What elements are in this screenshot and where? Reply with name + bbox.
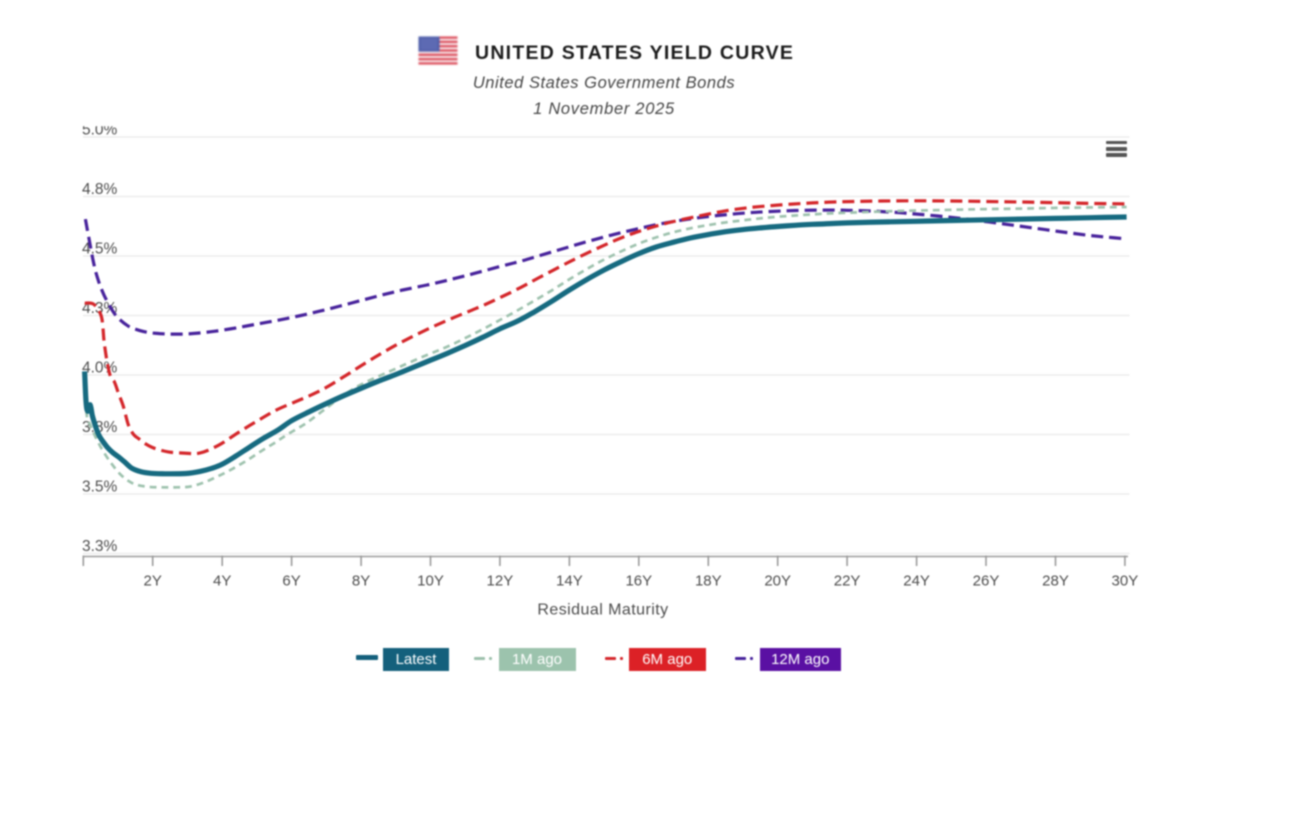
svg-text:30Y: 30Y [1112, 573, 1139, 590]
svg-text:26Y: 26Y [973, 573, 1000, 590]
svg-text:20Y: 20Y [764, 573, 791, 590]
svg-text:4.5%: 4.5% [82, 241, 118, 258]
svg-text:28Y: 28Y [1042, 573, 1069, 590]
svg-text:Residual Maturity: Residual Maturity [537, 602, 668, 619]
svg-text:3.3%: 3.3% [82, 538, 118, 555]
svg-text:22Y: 22Y [834, 573, 861, 590]
svg-text:8Y: 8Y [352, 573, 370, 590]
svg-text:4.0%: 4.0% [82, 360, 118, 377]
svg-text:16Y: 16Y [625, 573, 652, 590]
svg-text:2Y: 2Y [144, 573, 162, 590]
svg-text:6Y: 6Y [282, 573, 300, 590]
svg-text:4.8%: 4.8% [82, 181, 118, 198]
svg-text:14Y: 14Y [556, 573, 583, 590]
svg-text:10Y: 10Y [417, 573, 444, 590]
svg-text:3.5%: 3.5% [82, 479, 118, 496]
svg-text:4Y: 4Y [213, 573, 231, 590]
svg-text:18Y: 18Y [695, 573, 722, 590]
svg-text:24Y: 24Y [903, 573, 930, 590]
svg-text:5.0%: 5.0% [82, 122, 118, 139]
svg-text:12Y: 12Y [487, 573, 514, 590]
